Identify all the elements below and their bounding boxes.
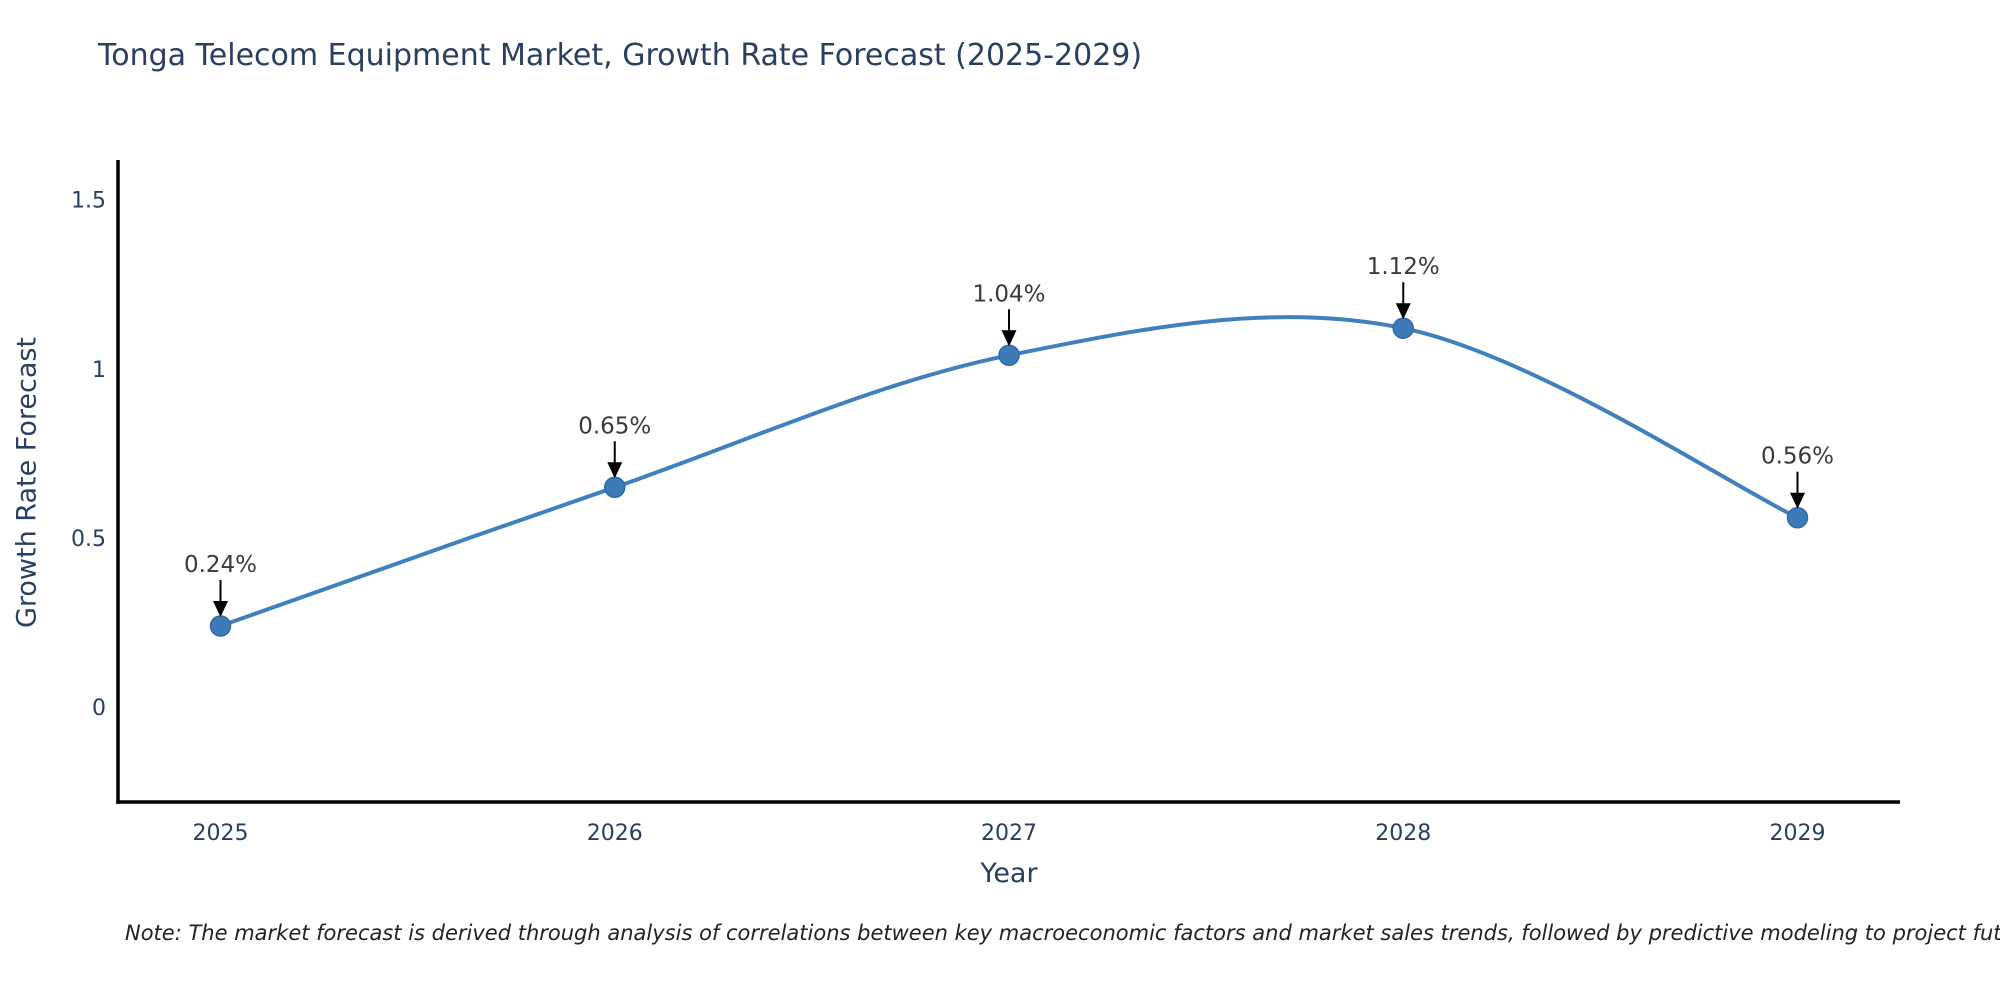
x-tick-label: 2025 bbox=[193, 821, 249, 846]
point-value-label: 1.04% bbox=[972, 281, 1045, 307]
y-tick-label: 0.5 bbox=[71, 527, 106, 552]
x-tick-label: 2027 bbox=[981, 821, 1037, 846]
y-axis-title: Growth Rate Forecast bbox=[11, 336, 43, 629]
x-tick-label: 2029 bbox=[1769, 821, 1825, 846]
y-tick-label: 1 bbox=[92, 358, 106, 383]
data-point-2027 bbox=[998, 344, 1020, 367]
data-point-2029 bbox=[1786, 506, 1809, 529]
point-value-label: 0.65% bbox=[578, 413, 651, 439]
footnote: Note: The market forecast is derived thr… bbox=[125, 921, 2000, 945]
point-value-label: 0.24% bbox=[184, 552, 257, 578]
point-value-label: 0.56% bbox=[1761, 444, 1834, 470]
x-axis-title: Year bbox=[980, 858, 1038, 889]
x-tick-label: 2028 bbox=[1375, 821, 1431, 846]
annotation-arrow-head bbox=[213, 601, 229, 618]
point-value-label: 1.12% bbox=[1367, 254, 1440, 280]
y-tick-label: 1.5 bbox=[71, 189, 106, 214]
annotation-arrow-head bbox=[1395, 303, 1411, 320]
data-point-2025 bbox=[209, 615, 232, 637]
annotation-arrow-head bbox=[607, 462, 623, 479]
data-point-2026 bbox=[604, 476, 626, 499]
data-point-2028 bbox=[1392, 317, 1414, 339]
y-tick-label: 0 bbox=[92, 696, 106, 721]
annotation-arrow-head bbox=[1001, 330, 1017, 347]
x-tick-label: 2026 bbox=[587, 821, 643, 846]
chart-title: Tonga Telecom Equipment Market, Growth R… bbox=[98, 38, 1143, 73]
annotation-arrow-head bbox=[1789, 492, 1805, 509]
